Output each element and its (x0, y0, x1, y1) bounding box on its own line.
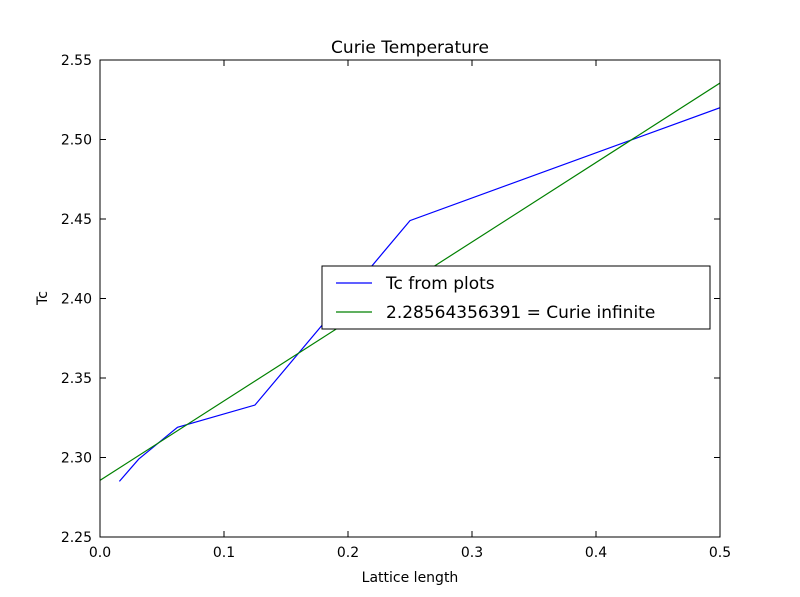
x-tick-label: 0.3 (461, 545, 483, 561)
y-tick-label: 2.25 (61, 530, 92, 546)
y-tick-label: 2.45 (61, 212, 92, 228)
x-tick-label: 0.0 (89, 545, 111, 561)
legend-label-2: 2.28564356391 = Curie infinite (386, 303, 655, 323)
y-tick-label: 2.50 (61, 133, 92, 149)
y-tick-label: 2.55 (61, 53, 92, 69)
y-tick-label: 2.35 (61, 371, 92, 387)
legend-label-1: Tc from plots (385, 274, 495, 294)
ticks-layer: 0.0 0.1 0.2 0.3 0.4 0.5 2.25 2.30 2.35 2.40 2.45 2.… (61, 53, 731, 561)
y-axis-title: Tc (35, 291, 51, 306)
x-tick-label: 0.5 (709, 545, 731, 561)
x-tick-label: 0.1 (213, 545, 235, 561)
x-axis-title: Lattice length (362, 570, 459, 586)
series-line-1 (118, 107, 720, 482)
x-tick-label: 0.4 (585, 545, 607, 561)
legend-box (321, 265, 711, 330)
y-tick-label: 2.40 (61, 292, 92, 308)
chart-title: Curie Temperature (331, 38, 489, 58)
y-tick-label: 2.30 (61, 451, 92, 467)
legend: Tc from plots 2.28564356391 = Curie infin… (321, 265, 711, 330)
x-tick-label: 0.2 (337, 545, 359, 561)
